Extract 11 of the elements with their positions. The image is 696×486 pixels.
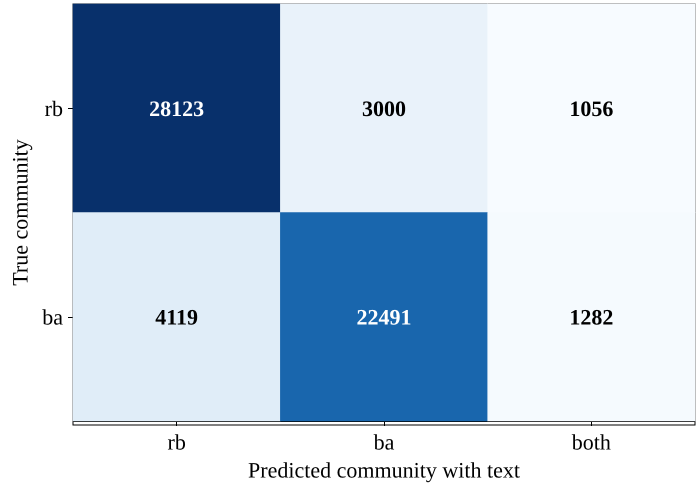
- data-label: 1056: [569, 96, 614, 121]
- x-tick-label: ba: [374, 430, 395, 454]
- x-tick-label: both: [572, 430, 611, 454]
- data-label: 1282: [569, 304, 614, 330]
- data-label: 4119: [155, 304, 198, 330]
- x-tick-label: rb: [168, 430, 186, 454]
- x-axis-title: Predicted community with text: [248, 458, 520, 482]
- data-label: 3000: [362, 96, 406, 121]
- data-label: 28123: [149, 96, 204, 121]
- data-label: 22491: [356, 304, 412, 330]
- y-axis-title: True community: [8, 139, 32, 286]
